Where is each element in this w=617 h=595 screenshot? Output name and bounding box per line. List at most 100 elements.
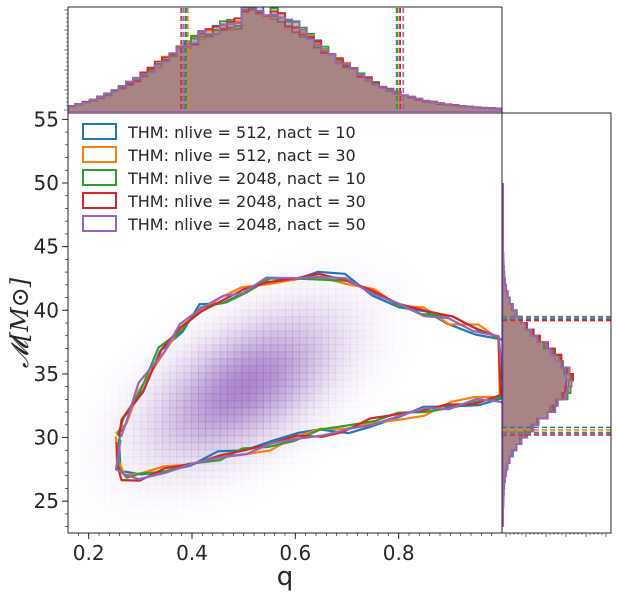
density-cell <box>285 330 293 339</box>
density-cell <box>241 330 250 339</box>
density-cell <box>133 421 141 430</box>
density-cell <box>97 492 105 500</box>
density-cell <box>162 407 170 416</box>
density-cell <box>220 282 228 290</box>
density-cell <box>270 358 279 367</box>
density-cell <box>126 366 134 374</box>
density-cell <box>177 310 185 318</box>
density-cell <box>372 366 380 374</box>
top-marginal-panel <box>64 6 503 113</box>
density-cell <box>75 485 83 493</box>
density-cell <box>350 393 358 402</box>
density-cell <box>271 478 279 486</box>
density-cell <box>256 337 264 346</box>
density-cell <box>169 449 178 458</box>
density-cell <box>90 478 98 486</box>
density-cell <box>350 386 358 395</box>
density-cell <box>155 331 163 339</box>
density-cell <box>364 295 373 304</box>
density-cell <box>97 478 105 486</box>
density-cell <box>248 470 257 479</box>
density-cell <box>408 317 416 325</box>
legend-label-2: THM: nlive = 512, nact = 30 <box>127 146 356 165</box>
density-cell <box>213 492 221 500</box>
density-cell <box>198 435 206 444</box>
density-cell <box>270 414 279 423</box>
density-cell <box>155 513 163 521</box>
density-cell <box>147 372 156 381</box>
density-cell <box>357 288 366 297</box>
density-cell <box>219 470 228 479</box>
density-cell <box>234 449 243 458</box>
density-cell <box>205 449 214 458</box>
density-cell <box>212 470 221 479</box>
density-cell <box>285 478 293 486</box>
density-cell <box>335 407 344 416</box>
density-cell <box>270 344 279 353</box>
density-cell <box>176 421 185 430</box>
density-cell <box>191 386 199 395</box>
density-cell <box>256 261 264 269</box>
density-cell <box>277 393 286 402</box>
density-cell <box>176 379 185 388</box>
density-cell <box>256 400 264 409</box>
density-cell <box>263 400 272 409</box>
density-cell <box>140 435 149 444</box>
density-cell <box>227 435 235 444</box>
density-cell <box>248 442 257 451</box>
density-cell <box>198 296 206 304</box>
density-cell <box>292 254 300 262</box>
density-cell <box>300 464 308 472</box>
density-cell <box>154 386 163 395</box>
density-cell <box>343 240 351 248</box>
density-cell <box>104 428 112 437</box>
density-cell <box>83 394 91 402</box>
density-cell <box>162 456 170 465</box>
density-cell <box>350 247 358 255</box>
density-cell <box>213 499 221 507</box>
density-cell <box>415 317 423 325</box>
density-cell <box>104 408 112 416</box>
density-cell <box>234 435 243 444</box>
density-cell <box>234 372 243 381</box>
density-cell <box>379 316 387 325</box>
density-cell <box>394 338 402 346</box>
x-tick-label: 0.6 <box>279 541 311 565</box>
y-axis-label: 𝓜[M⊙] <box>6 277 34 368</box>
density-cell <box>219 337 228 346</box>
density-cell <box>169 414 178 423</box>
density-cell <box>372 261 380 269</box>
density-cell <box>342 393 351 402</box>
density-cell <box>205 323 214 332</box>
density-cell <box>140 414 149 423</box>
density-cell <box>277 288 286 297</box>
density-cell <box>140 442 149 451</box>
density-cell <box>335 344 344 353</box>
density-cell <box>285 428 293 437</box>
density-cell <box>256 316 264 325</box>
density-cell <box>191 358 199 367</box>
density-cell <box>336 261 344 269</box>
density-cell <box>336 415 344 423</box>
density-cell <box>350 358 358 367</box>
density-cell <box>248 316 257 325</box>
density-cell <box>162 414 170 423</box>
density-cell <box>126 352 134 360</box>
density-cell <box>415 331 423 339</box>
density-cell <box>365 261 373 269</box>
density-cell <box>162 421 170 430</box>
density-cell <box>205 372 214 381</box>
density-cell <box>313 302 322 311</box>
density-cell <box>379 352 387 360</box>
density-cell <box>357 323 366 332</box>
density-cell <box>270 407 279 416</box>
density-cell <box>299 372 308 381</box>
density-cell <box>154 449 163 458</box>
density-cell <box>278 471 286 479</box>
density-cell <box>379 359 387 367</box>
density-cell <box>198 414 206 423</box>
density-cell <box>314 457 322 465</box>
density-cell <box>75 436 83 444</box>
density-cell <box>379 344 387 353</box>
density-cell <box>256 485 264 493</box>
